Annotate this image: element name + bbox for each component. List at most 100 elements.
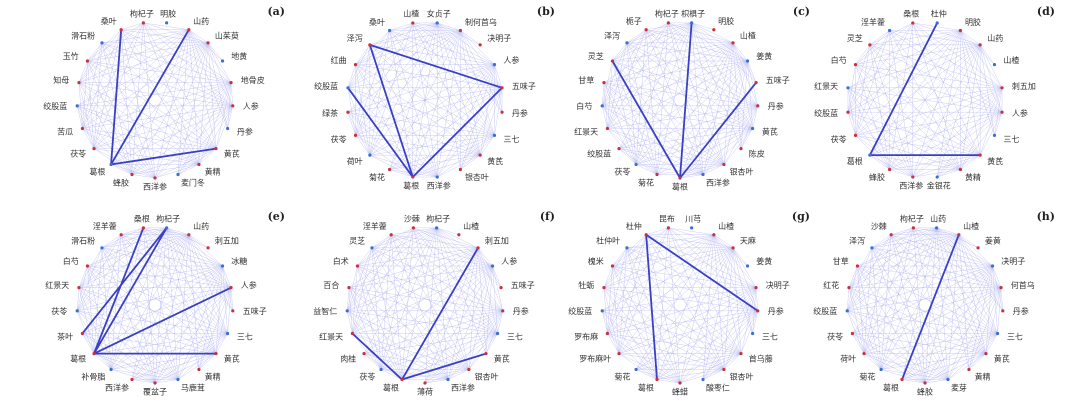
edge	[120, 29, 156, 179]
edge	[347, 310, 449, 380]
edge	[847, 87, 914, 178]
node	[387, 167, 392, 172]
edge	[869, 111, 1003, 156]
edge	[857, 227, 937, 267]
edge	[603, 287, 758, 312]
node	[423, 381, 427, 385]
edge	[607, 60, 748, 129]
edge	[618, 247, 628, 354]
edge	[93, 105, 233, 149]
node	[492, 133, 497, 138]
edge	[131, 22, 144, 175]
edge	[869, 154, 913, 178]
edge	[87, 29, 122, 62]
edge	[848, 287, 949, 380]
edge	[120, 29, 200, 165]
edge	[994, 112, 1003, 136]
edge	[347, 87, 503, 113]
edge	[188, 29, 228, 129]
edge	[869, 154, 890, 170]
edge	[87, 29, 189, 62]
edge	[732, 42, 759, 106]
edge	[121, 234, 223, 267]
node-label: 丹参	[237, 126, 253, 136]
edge	[871, 247, 998, 334]
edge	[645, 29, 658, 175]
node-label: 沙棘	[404, 214, 420, 223]
edge	[131, 148, 217, 175]
edge	[110, 227, 167, 370]
edge	[602, 234, 714, 312]
edge	[154, 105, 233, 179]
edge	[101, 247, 179, 380]
edge	[101, 42, 156, 179]
edge	[230, 82, 234, 106]
edge	[602, 310, 658, 380]
node	[226, 331, 230, 336]
node	[100, 41, 104, 45]
edge	[890, 234, 998, 334]
edge	[936, 227, 970, 370]
edge	[389, 30, 414, 178]
edge	[87, 60, 133, 175]
edge	[198, 333, 228, 370]
edge	[348, 247, 479, 288]
edge	[355, 135, 371, 156]
edge	[645, 29, 753, 129]
edge	[679, 310, 758, 384]
node	[701, 172, 705, 177]
edge	[635, 128, 753, 165]
edge	[346, 310, 353, 334]
edge	[87, 265, 95, 354]
edge	[76, 247, 103, 311]
edge	[87, 265, 228, 334]
edge	[645, 234, 742, 354]
edge	[960, 30, 981, 156]
edge	[732, 42, 748, 62]
edge	[347, 64, 495, 113]
node-label: 杜仲叶	[596, 236, 620, 246]
edge	[78, 60, 88, 83]
edge	[960, 112, 1003, 170]
edge	[848, 287, 926, 384]
node	[862, 352, 866, 356]
edge	[355, 22, 438, 65]
node-label: 刺五加	[485, 236, 509, 246]
edge	[355, 64, 481, 156]
edge	[110, 333, 228, 370]
edge	[143, 22, 209, 44]
node	[946, 377, 950, 382]
node	[1001, 309, 1005, 313]
edge	[602, 22, 692, 107]
edge	[968, 333, 998, 370]
edge	[691, 22, 742, 149]
edge	[889, 30, 961, 170]
node-label: 滑石粉	[71, 31, 95, 41]
node-label: 枸杞子	[156, 213, 180, 223]
edge	[901, 227, 937, 380]
edge	[363, 353, 382, 370]
edge	[131, 42, 209, 175]
edge	[363, 353, 403, 380]
node-label: 黄芪	[994, 354, 1010, 364]
node-label: 红景天	[45, 280, 69, 290]
edge	[436, 22, 481, 156]
edge	[602, 247, 734, 312]
edge	[87, 42, 209, 62]
node-label: 茯苓	[331, 134, 347, 144]
edge	[460, 64, 495, 170]
node-label: 苦瓜	[57, 126, 73, 136]
edge	[437, 22, 481, 46]
node	[655, 172, 659, 177]
edge	[143, 22, 200, 165]
node	[368, 43, 372, 47]
edge	[723, 353, 742, 370]
edge	[188, 29, 217, 149]
edge	[679, 42, 734, 179]
edge	[188, 234, 232, 288]
edge	[110, 105, 233, 165]
edge	[612, 234, 714, 267]
node	[644, 28, 648, 32]
edge	[901, 287, 1002, 380]
edge	[369, 44, 495, 136]
